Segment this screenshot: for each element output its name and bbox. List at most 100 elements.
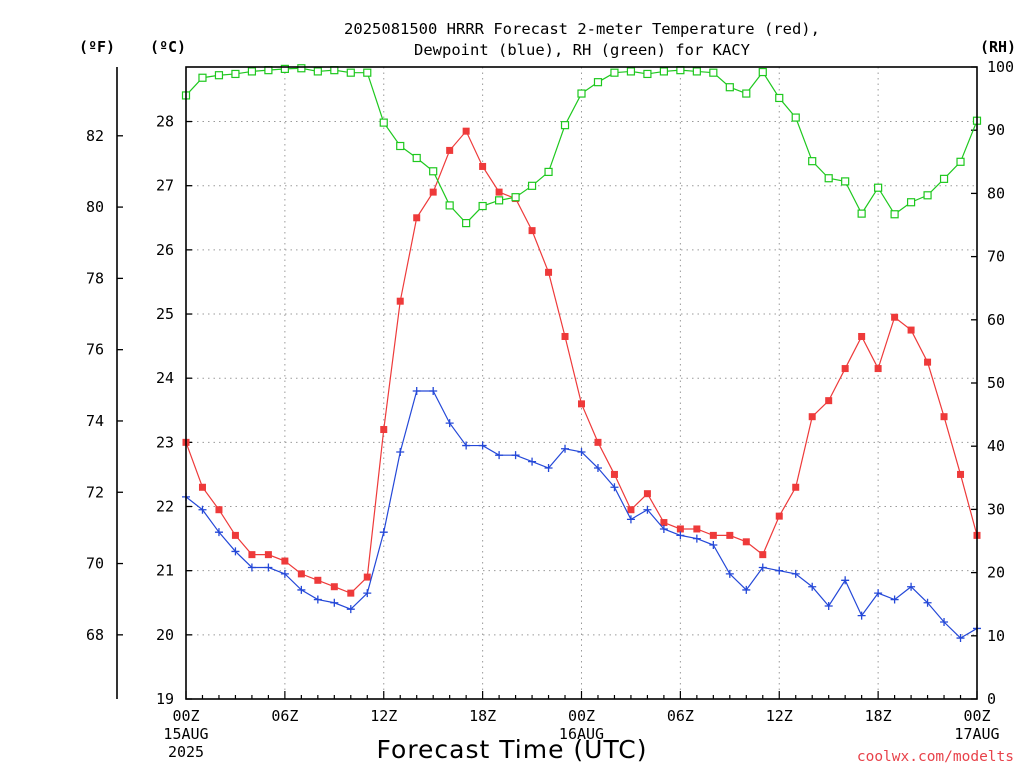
temperature-point: [248, 551, 256, 559]
time-tick-label: 00Z: [568, 707, 595, 725]
rh-point: [527, 181, 537, 190]
dewpoint-point: [478, 441, 487, 450]
temperature-point: [957, 470, 965, 478]
dewpoint-point: [280, 569, 289, 578]
rh-point: [857, 209, 866, 218]
celsius-tick-label: 20: [156, 626, 174, 644]
temperature-point: [495, 188, 503, 196]
celsius-tick-label: 21: [156, 562, 174, 580]
rh-point: [231, 69, 240, 79]
dewpoint-point: [297, 585, 306, 594]
dewpoint-point: [412, 387, 421, 396]
temperature-point: [676, 525, 684, 533]
rh-point: [725, 83, 734, 92]
rh-tick-label: 70: [987, 248, 1005, 266]
dewpoint-point: [198, 505, 207, 514]
rh-point: [214, 71, 224, 80]
temperature-point: [330, 583, 338, 591]
rh-point: [247, 67, 257, 76]
celsius-tick-label: 26: [156, 241, 174, 259]
temperature-point: [396, 297, 404, 305]
chart-title-line2: Dewpoint (blue), RH (green) for KACY: [414, 41, 751, 59]
dewpoint-point: [363, 589, 372, 598]
temperature-point: [924, 358, 932, 366]
fahrenheit-tick-label: 74: [86, 412, 104, 430]
rh-point: [280, 64, 289, 73]
rh-point: [462, 219, 471, 228]
dewpoint-point: [247, 563, 256, 572]
fahrenheit-unit-label: (ºF): [79, 38, 115, 56]
dewpoint-point: [907, 582, 916, 591]
dewpoint-point: [890, 595, 899, 604]
rh-point: [841, 177, 850, 186]
temperature-point: [281, 557, 289, 565]
rh-tick-label: 60: [987, 311, 1005, 329]
temperature-point: [462, 127, 470, 135]
time-tick-label: 15AUG: [163, 725, 208, 743]
dewpoint-point: [462, 441, 471, 450]
rh-point: [577, 89, 586, 98]
rh-point: [610, 68, 619, 77]
time-tick-label: 16AUG: [559, 725, 604, 743]
rh-point: [313, 67, 322, 76]
rh-point: [626, 67, 636, 76]
dewpoint-point: [643, 505, 652, 514]
rh-unit-label: (RH): [980, 38, 1016, 56]
celsius-axis: 19 20 21 22 23 24 25 26 27 28: [156, 113, 192, 708]
rh-point: [346, 68, 355, 77]
temperature-point: [413, 214, 421, 222]
rh-point: [709, 68, 718, 77]
dewpoint-point: [775, 566, 784, 575]
rh-tick-label: 40: [987, 437, 1005, 455]
dewpoint-point: [824, 601, 833, 610]
temperature-point: [825, 397, 833, 405]
dewpoint-point: [874, 589, 883, 598]
dewpoint-point: [659, 524, 668, 533]
temperature-point: [528, 227, 536, 235]
rh-point: [297, 64, 306, 73]
dewpoint-point: [396, 447, 405, 456]
rh-point: [593, 78, 603, 87]
rh-point: [890, 210, 899, 219]
celsius-unit-label: (ºC): [150, 38, 186, 56]
rh-point: [824, 174, 833, 183]
dewpoint-point: [956, 634, 965, 643]
temperature-point: [792, 483, 800, 491]
temperature-point: [594, 438, 602, 446]
temperature-point: [940, 413, 948, 421]
time-tick-label: 00Z: [172, 707, 199, 725]
temperature-point: [429, 188, 437, 196]
rh-point: [808, 157, 817, 166]
dewpoint-point: [511, 451, 520, 460]
dewpoint-point: [791, 569, 800, 578]
time-tick-label: 06Z: [667, 707, 694, 725]
temperature-series: [182, 127, 981, 597]
temperature-point: [610, 470, 618, 478]
rh-point: [560, 121, 570, 130]
dewpoint-point: [429, 387, 438, 396]
dewpoint-point: [561, 444, 570, 453]
celsius-tick-label: 24: [156, 369, 174, 387]
temperature-point: [742, 538, 750, 546]
dewpoint-point: [264, 563, 273, 572]
time-tick-label: 18Z: [865, 707, 892, 725]
fahrenheit-tick-label: 68: [86, 626, 104, 644]
fahrenheit-tick-label: 82: [86, 127, 104, 145]
temperature-point: [643, 490, 651, 498]
dewpoint-series: [182, 387, 981, 643]
temperature-point: [775, 512, 783, 520]
temperature-point: [297, 570, 305, 578]
time-tick-label: 00Z: [963, 707, 990, 725]
rh-point: [495, 196, 504, 205]
rh-point: [363, 68, 372, 77]
fahrenheit-tick-label: 70: [86, 555, 104, 573]
rh-point: [412, 153, 421, 163]
time-tick-label: 17AUG: [954, 725, 999, 743]
temperature-point: [907, 326, 915, 334]
rh-tick-label: 20: [987, 564, 1005, 582]
grid-lines: [186, 67, 977, 699]
temperature-point: [561, 332, 569, 340]
dewpoint-point: [676, 531, 685, 540]
rh-axis: 0 10 20 30 40 50 60 70 80 90 100: [971, 58, 1014, 708]
